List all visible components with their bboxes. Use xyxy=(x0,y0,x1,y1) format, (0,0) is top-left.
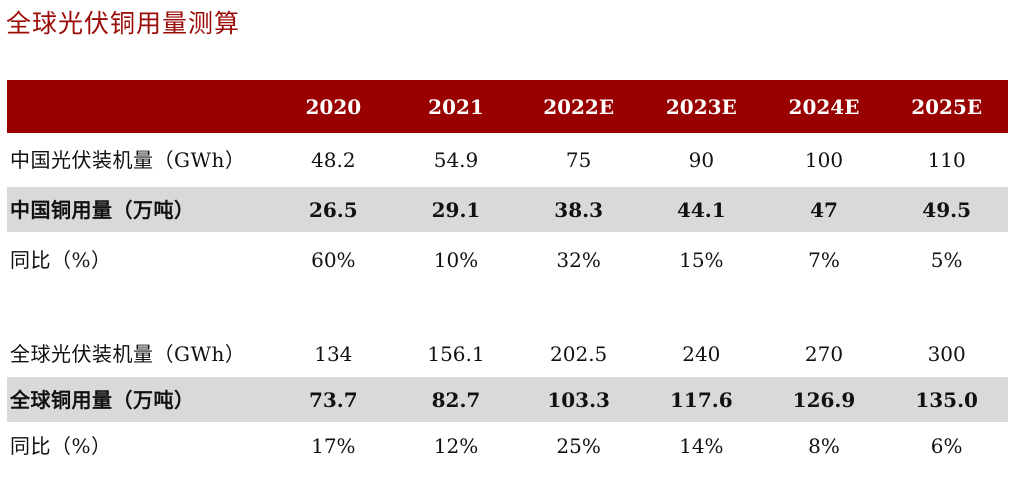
cell-value: 44.1 xyxy=(676,197,726,222)
row-label: 中国铜用量（万吨） xyxy=(10,197,195,222)
page-title: 全球光伏铜用量测算 xyxy=(6,9,241,38)
table-row-spacer xyxy=(7,287,1008,330)
cell-value: 6% xyxy=(930,434,963,458)
cell-value: 103.3 xyxy=(547,387,610,412)
column-header-2020: 2020 xyxy=(305,94,362,119)
cell-value: 17% xyxy=(311,434,356,458)
table-row-china-yoy: 同比（%） 60% 10% 32% 15% 7% 5% xyxy=(7,232,1008,287)
cell-value: 29.1 xyxy=(431,197,481,222)
cell-value: 73.7 xyxy=(308,387,358,412)
column-header-2025e: 2025E xyxy=(911,94,983,119)
row-label: 全球铜用量（万吨） xyxy=(10,387,195,412)
cell-value: 82.7 xyxy=(431,387,481,412)
cell-value: 5% xyxy=(930,247,963,272)
cell-value: 12% xyxy=(433,434,479,458)
table-row-china-copper-usage: 中国铜用量（万吨） 26.5 29.1 38.3 44.1 47 49.5 xyxy=(7,187,1008,232)
cell-value: 202.5 xyxy=(550,341,608,366)
cell-value: 300 xyxy=(927,341,966,366)
table-row-global-copper-usage: 全球铜用量（万吨） 73.7 82.7 103.3 117.6 126.9 13… xyxy=(7,377,1008,422)
cell-value: 75 xyxy=(565,148,592,172)
cell-value: 110 xyxy=(927,148,966,172)
table-row-global-pv-installs: 全球光伏装机量（GWh） 134 156.1 202.5 240 270 300 xyxy=(7,330,1008,377)
cell-value: 26.5 xyxy=(308,197,358,222)
column-header-2024e: 2024E xyxy=(788,94,860,119)
table-row-china-pv-installs: 中国光伏装机量（GWh） 48.2 54.9 75 90 100 110 xyxy=(7,133,1008,187)
cell-value: 135.0 xyxy=(915,387,978,412)
cell-value: 49.5 xyxy=(922,197,972,222)
cell-value: 100 xyxy=(804,148,844,172)
cell-value: 14% xyxy=(679,434,724,458)
row-label: 同比（%） xyxy=(10,247,112,272)
cell-value: 47 xyxy=(810,197,838,222)
table-header-row: 2020 2021 2022E 2023E 2024E 2025E xyxy=(7,80,1008,133)
cell-value: 240 xyxy=(682,341,721,366)
cell-value: 7% xyxy=(808,247,840,272)
data-table: 2020 2021 2022E 2023E 2024E 2025E 中国光伏装机… xyxy=(7,80,1008,470)
row-label: 全球光伏装机量（GWh） xyxy=(10,341,246,366)
cell-value: 134 xyxy=(314,341,353,366)
cell-value: 126.9 xyxy=(792,387,856,412)
column-header-2021: 2021 xyxy=(428,94,484,119)
cell-value: 15% xyxy=(679,247,724,272)
cell-value: 54.9 xyxy=(433,148,479,172)
cell-value: 48.2 xyxy=(311,148,356,172)
cell-value: 156.1 xyxy=(427,341,485,366)
column-header-2022e: 2022E xyxy=(543,94,615,119)
cell-value: 270 xyxy=(804,341,844,366)
cell-value: 38.3 xyxy=(554,197,604,222)
cell-value: 117.6 xyxy=(670,387,733,412)
row-label: 中国光伏装机量（GWh） xyxy=(10,148,246,172)
cell-value: 8% xyxy=(808,434,840,458)
cell-value: 90 xyxy=(688,148,715,172)
column-header-2023e: 2023E xyxy=(665,94,737,119)
cell-value: 10% xyxy=(433,247,479,272)
cell-value: 60% xyxy=(311,247,356,272)
row-label: 同比（%） xyxy=(10,434,112,458)
table-row-global-yoy: 同比（%） 17% 12% 25% 14% 8% 6% xyxy=(7,422,1008,470)
cell-value: 32% xyxy=(556,247,601,272)
cell-value: 25% xyxy=(556,434,601,458)
